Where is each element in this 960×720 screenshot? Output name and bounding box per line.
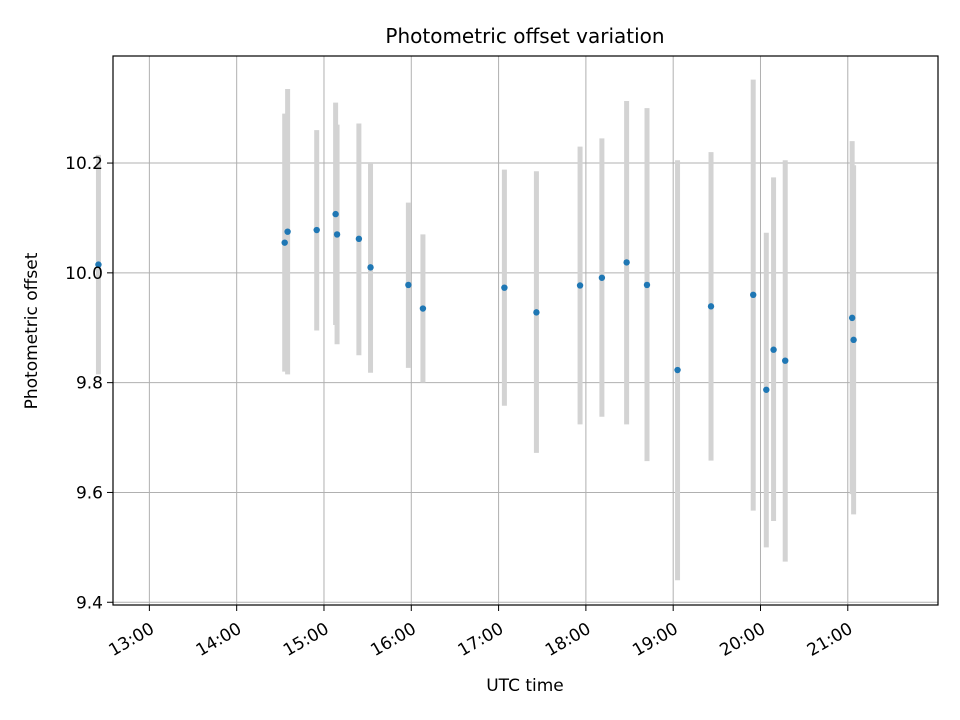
- grid: [113, 56, 938, 605]
- data-point: [707, 303, 715, 310]
- data-point: [576, 282, 584, 289]
- data-point: [850, 336, 857, 344]
- data-point: [782, 357, 789, 364]
- y-tick-label: 9.4: [76, 593, 103, 613]
- data-point: [770, 346, 777, 353]
- data-point: [763, 386, 770, 393]
- y-tick-label: 9.6: [76, 483, 103, 503]
- y-axis-label: Photometric offset: [22, 252, 42, 409]
- data-point: [332, 210, 339, 218]
- data-point: [405, 281, 412, 289]
- plot-frame: [112, 55, 939, 606]
- data-point: [501, 284, 508, 291]
- data-point: [750, 291, 757, 299]
- data-point: [367, 264, 374, 271]
- data-point: [281, 239, 288, 246]
- data-point: [623, 259, 630, 266]
- y-tick-label: 10.2: [65, 154, 103, 174]
- x-axis-label: UTC time: [486, 676, 564, 696]
- data-point: [355, 235, 363, 243]
- data-point: [533, 309, 540, 316]
- data-point: [643, 281, 651, 289]
- y-axis-ticks: 9.4 9.6 9.8 10.0 10.2: [65, 154, 113, 613]
- data-point: [419, 305, 427, 312]
- y-tick-label: 9.8: [76, 374, 103, 394]
- data-point: [674, 366, 681, 374]
- data-point: [598, 274, 606, 281]
- data-point: [313, 226, 320, 234]
- data-point: [95, 261, 102, 268]
- chart-title: Photometric offset variation: [385, 24, 664, 48]
- data-point: [848, 314, 856, 322]
- data-points: [95, 210, 857, 393]
- data-point: [284, 228, 291, 235]
- data-point: [333, 231, 341, 238]
- y-tick-label: 10.0: [65, 264, 103, 284]
